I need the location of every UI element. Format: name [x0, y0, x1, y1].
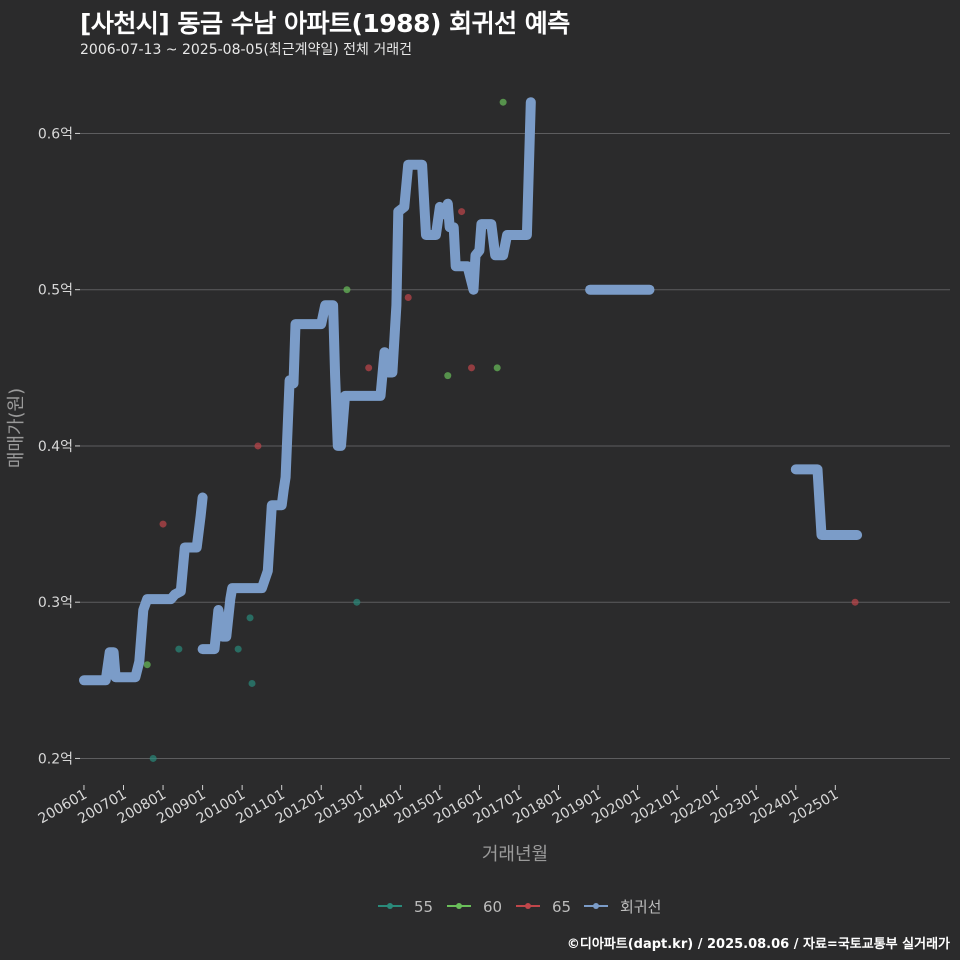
data-point-55	[353, 598, 361, 606]
y-tick-label: 0.6억	[38, 126, 73, 142]
data-point-60	[343, 286, 351, 294]
y-tick-label: 0.5억	[38, 283, 73, 299]
scatter-points	[143, 98, 859, 762]
chart-subtitle: 2006-07-13 ~ 2025-08-05(최근계약일) 전체 거래건	[80, 42, 412, 58]
regression-line	[79, 97, 863, 686]
data-point-60	[143, 661, 151, 669]
data-point-65	[254, 442, 262, 450]
credit-footer: ©디아파트(dapt.kr) / 2025.08.06 / 자료=국토교통부 실…	[566, 937, 950, 952]
x-axis-label: 거래년월	[482, 844, 548, 865]
data-point-55	[234, 645, 242, 653]
data-point-55	[248, 679, 256, 687]
data-point-65	[159, 520, 167, 528]
legend-label-65: 65	[552, 898, 571, 916]
legend-marker-65	[525, 903, 531, 909]
y-tick-label: 0.2억	[38, 751, 73, 767]
y-axis-label: 매매가(원)	[6, 388, 27, 468]
legend: 55 60 65 회귀선	[378, 898, 661, 916]
data-point-60	[493, 364, 501, 372]
data-point-65	[404, 294, 412, 301]
regression-segment	[197, 97, 536, 655]
x-axis-ticks: 2006012007012008012009012010012011012012…	[36, 785, 841, 827]
legend-marker-60	[456, 903, 462, 909]
legend-marker-55	[387, 903, 393, 909]
grid-lines	[80, 132, 950, 759]
y-tick-label: 0.4억	[38, 439, 73, 455]
data-point-55	[149, 754, 157, 762]
data-point-65	[468, 364, 475, 372]
data-point-60	[444, 372, 452, 380]
legend-marker-회귀선	[593, 903, 599, 909]
regression-segment	[79, 492, 208, 686]
legend-label-55: 55	[414, 898, 433, 916]
data-point-60	[499, 98, 507, 106]
data-point-55	[175, 645, 183, 653]
data-point-65	[458, 208, 466, 216]
data-point-65	[365, 364, 373, 372]
y-axis-ticks: 0.2억 0.3억 0.4억 0.5억 0.6억	[38, 126, 80, 767]
legend-label-60: 60	[483, 898, 502, 916]
data-point-65	[851, 598, 859, 606]
y-tick-label: 0.3억	[38, 595, 73, 611]
regression-segment	[790, 464, 863, 540]
chart-title: [사천시] 동금 수남 아파트(1988) 회귀선 예측	[80, 9, 570, 38]
legend-label-회귀선: 회귀선	[620, 898, 661, 916]
data-point-55	[246, 614, 254, 622]
